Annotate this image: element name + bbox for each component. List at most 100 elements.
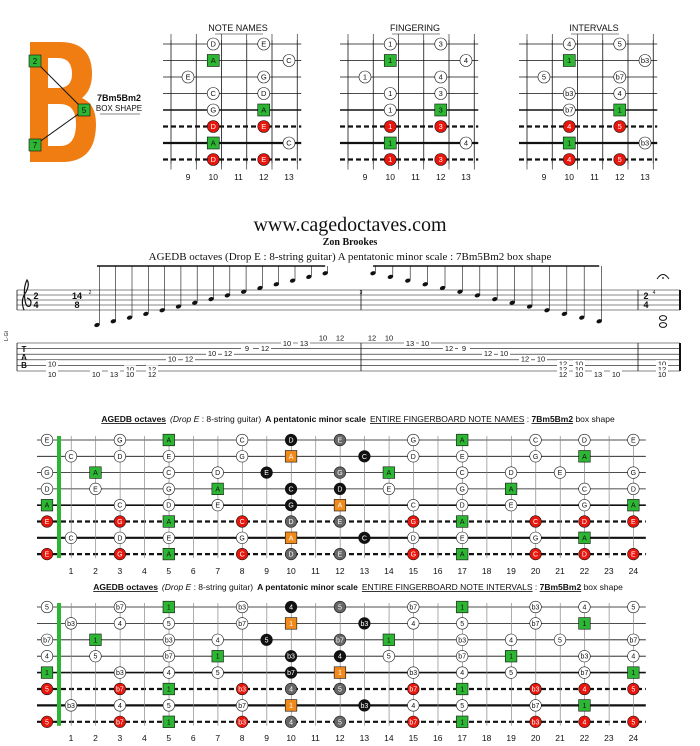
note-marker: b3 — [236, 600, 249, 614]
note-circle — [284, 600, 298, 614]
note-circle — [236, 617, 249, 630]
shape-name: 7Bm5Bm2 — [97, 93, 141, 103]
note-label: b3 — [116, 670, 124, 677]
note-marker: G — [206, 103, 220, 117]
note-marker: 3 — [434, 120, 448, 133]
note-circle — [211, 633, 224, 646]
tab-num-bg — [90, 370, 102, 378]
note-marker: E — [211, 499, 224, 512]
note-circle — [40, 633, 54, 646]
note-marker: 1 — [383, 37, 397, 51]
mini-fretboard-intervals: INTERVALS 9 10 11 12 13 4 5 1 b3 5 b7 b3 4 b7 1 4 5 1 b3 4 5 — [519, 23, 658, 182]
note-label: b3 — [641, 139, 649, 148]
title-part: A pentatonic minor scale — [257, 582, 358, 592]
note-circle — [407, 450, 420, 463]
note-circle — [64, 450, 78, 463]
note-circle — [578, 499, 591, 512]
note-marker: 4 — [562, 120, 576, 133]
note-marker: C — [529, 547, 542, 561]
tab-num-bg — [241, 344, 253, 352]
note-label: 1 — [388, 155, 392, 164]
note-label: 5 — [631, 687, 635, 694]
note-square — [504, 650, 518, 663]
note-circle — [333, 547, 347, 561]
fingerboard-note-intervals: AGEDB octaves (Drop E : 8-string guitar) A… — [37, 582, 646, 743]
note-circle — [113, 531, 126, 544]
note-marker: 5 — [333, 600, 347, 614]
note-label: 1 — [45, 670, 49, 677]
note-marker: 1 — [211, 650, 224, 663]
fret-number: 15 — [409, 733, 419, 743]
note-marker: D — [284, 515, 298, 528]
note-circle — [456, 633, 469, 646]
fermata-icon — [656, 274, 670, 280]
note-marker: 5 — [505, 666, 518, 679]
fret-number: 1 — [69, 566, 74, 576]
time-signature: 2 — [33, 291, 38, 301]
fingerboard-title: AGEDB octaves (Drop E : 8-string guitar) A… — [101, 414, 615, 424]
note-label: 5 — [387, 654, 391, 661]
note-label: b7 — [116, 687, 124, 694]
note-label: G — [337, 470, 342, 477]
note-marker: D — [456, 499, 469, 512]
note-circle — [257, 37, 271, 51]
note-circle — [613, 87, 627, 100]
note-marker: b7 — [236, 617, 249, 630]
note-label: 4 — [567, 40, 571, 49]
note-label: A — [166, 438, 171, 445]
note-label: 4 — [464, 139, 468, 148]
note-marker: 1 — [284, 617, 298, 630]
note-marker: A — [456, 547, 469, 561]
tab-num-bg — [108, 370, 120, 378]
note-circle — [505, 666, 518, 679]
note-label: A — [509, 486, 514, 493]
note-label: E — [460, 454, 465, 461]
note-marker: 1 — [578, 617, 591, 630]
note-label: G — [117, 519, 122, 526]
fret-number: 9 — [264, 566, 269, 576]
tab-num-bg — [124, 370, 136, 378]
note-label: 1 — [289, 621, 293, 628]
note-marker: 3 — [434, 87, 448, 100]
note-circle — [40, 433, 54, 447]
note-circle — [211, 666, 224, 679]
note-marker: 4 — [113, 699, 126, 712]
note-marker: 5 — [382, 650, 395, 663]
note-circle — [578, 650, 591, 663]
note-label: G — [261, 73, 267, 82]
note-label: D — [44, 486, 49, 493]
note-marker: b3 — [64, 617, 78, 630]
note-marker: 5 — [613, 37, 627, 51]
note-square — [578, 617, 591, 630]
tab-num-bg — [298, 339, 310, 347]
note-label: D — [289, 438, 294, 445]
tab-num-bg — [443, 344, 455, 352]
note-label: b3 — [458, 637, 466, 644]
time-signature: 4 — [643, 300, 648, 310]
note-circle — [562, 37, 576, 51]
note-marker: 4 — [456, 666, 469, 679]
tab-fret-number: 13 — [300, 339, 308, 348]
fingerboard-title: AGEDB octaves (Drop E : 8-string guitar) A… — [93, 582, 623, 592]
note-label: 4 — [439, 73, 443, 82]
measure-number: 2 — [89, 290, 92, 296]
note-circle — [578, 515, 591, 528]
note-marker: E — [257, 120, 271, 133]
tab-fret-number: 13 — [406, 339, 414, 348]
note-circle — [407, 715, 420, 728]
note-circle — [578, 547, 591, 561]
note-marker: b7 — [284, 666, 298, 679]
note-circle — [64, 699, 78, 712]
title-part: 7Bm5Bm2 — [532, 414, 574, 424]
note-label: E — [264, 470, 269, 477]
fret-number: 16 — [433, 733, 443, 743]
note-marker: A — [162, 547, 175, 561]
tab-fret-number: 10 — [421, 339, 429, 348]
note-label: b7 — [43, 637, 51, 644]
note-circle — [211, 499, 224, 512]
note-head — [492, 296, 498, 302]
title-part: AGEDB octaves — [93, 582, 158, 592]
tab-clef-letter: B — [21, 361, 27, 370]
note-label: C — [117, 503, 122, 510]
note-label: 5 — [542, 73, 546, 82]
